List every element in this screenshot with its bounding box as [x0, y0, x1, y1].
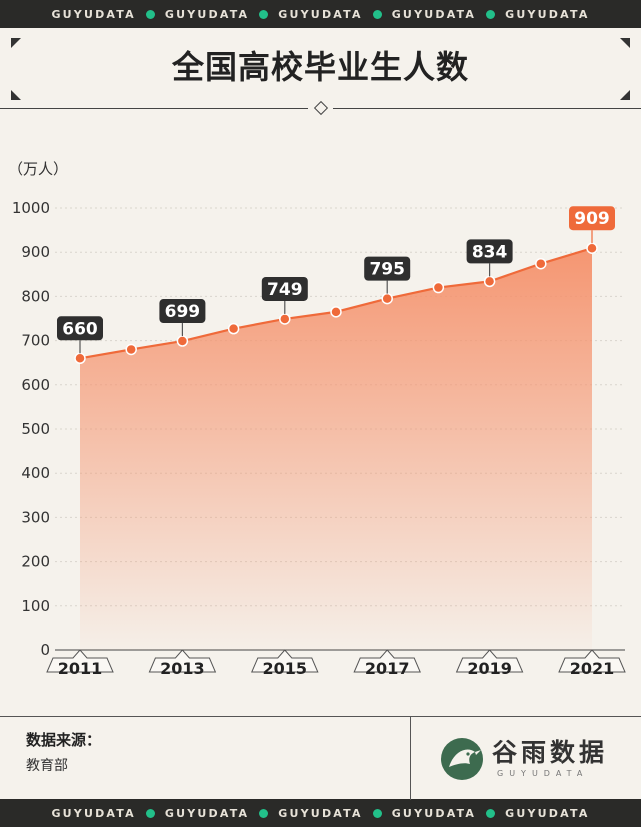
x-tick-tab	[353, 649, 421, 673]
brand-text: GUYUDATA	[391, 806, 477, 820]
dot-icon	[372, 808, 382, 818]
y-tick-label: 400	[21, 464, 50, 482]
corner-mark	[620, 90, 630, 100]
corner-mark	[620, 38, 630, 48]
data-point	[176, 335, 189, 347]
x-tick-label: 2021	[570, 659, 615, 678]
source-value: 教育部	[26, 758, 68, 774]
brand-strip-bottom: GUYUDATA GUYUDATA GUYUDATA GUYUDATA GUYUDATA	[0, 799, 641, 827]
logo-text: 谷雨数据	[492, 738, 609, 767]
y-axis-label: （万人）	[8, 160, 68, 178]
dot-icon	[486, 808, 496, 818]
x-tick-tab	[558, 649, 626, 673]
brand-text: GUYUDATA	[278, 7, 363, 21]
x-tick-tab	[455, 649, 524, 673]
data-label: 834	[472, 242, 508, 262]
y-tick-label: 500	[21, 420, 50, 438]
data-label-box	[57, 316, 103, 341]
data-label-box	[569, 206, 615, 231]
data-label-box	[159, 299, 206, 324]
dot-icon	[259, 808, 269, 818]
brand-text: GUYUDATA	[164, 806, 250, 820]
brand-text: GUYUDATA	[164, 7, 250, 21]
x-tick-label: 2013	[160, 659, 205, 678]
brand-text: GUYUDATA	[278, 806, 363, 820]
x-tick-label: 2019	[467, 659, 512, 678]
data-label: 699	[165, 302, 201, 322]
x-tick-tab	[251, 649, 319, 673]
dot-icon	[145, 9, 155, 19]
brand-text: GUYUDATA	[51, 806, 136, 820]
y-tick-label: 100	[21, 597, 50, 615]
source-label: 数据来源：	[26, 731, 102, 749]
chart-card: 全国高校毕业生人数 （万人） 0 100 200 300 400 500 600 700 800…	[0, 28, 641, 800]
x-tick-tab	[46, 649, 114, 673]
data-point	[330, 306, 342, 318]
page-title: 全国高校毕业生人数	[171, 48, 469, 86]
y-tick-label: 0	[40, 641, 50, 659]
corner-mark	[11, 90, 21, 100]
data-point	[535, 257, 547, 270]
footer-divider	[410, 717, 411, 800]
data-point	[586, 242, 598, 254]
data-label: 749	[267, 280, 303, 300]
data-label: 909	[574, 209, 610, 229]
y-tick-label: 900	[21, 243, 50, 261]
corner-mark	[11, 38, 21, 48]
brand-text: GUYUDATA	[505, 806, 590, 820]
bird-icon	[441, 738, 483, 780]
data-point	[125, 343, 137, 356]
area-chart: （万人） 0 100 200 300 400 500 600 700 800 900 1000 660…	[8, 160, 626, 678]
data-label-box	[466, 239, 513, 264]
footer: 数据来源： 教育部 谷雨数据 GUYUDATA	[0, 716, 641, 800]
x-tick-label: 2015	[263, 659, 308, 678]
dot-icon	[486, 9, 496, 19]
data-point	[74, 352, 86, 365]
dot-icon	[372, 9, 382, 19]
title-divider	[0, 108, 308, 109]
dot-icon	[145, 808, 155, 818]
brand-text: GUYUDATA	[505, 7, 590, 21]
data-point	[381, 292, 393, 305]
x-tick-label: 2011	[58, 659, 103, 678]
data-label: 795	[369, 260, 405, 280]
data-label: 660	[62, 319, 98, 339]
brand-text: GUYUDATA	[51, 7, 136, 21]
y-tick-label: 600	[21, 376, 50, 394]
logo-subtext: GUYUDATA	[497, 769, 589, 778]
y-tick-label: 800	[21, 287, 50, 305]
x-tick-tab	[148, 649, 217, 673]
y-tick-label: 200	[21, 553, 50, 571]
y-tick-label: 1000	[12, 199, 50, 217]
data-point	[279, 313, 291, 325]
brand-text: GUYUDATA	[391, 7, 477, 21]
dot-icon	[259, 9, 269, 19]
data-point	[483, 275, 496, 288]
x-tick-label: 2017	[365, 659, 410, 678]
y-tick-label: 300	[21, 508, 50, 526]
title-divider	[333, 108, 641, 109]
area-fill	[80, 248, 592, 651]
data-point	[227, 322, 240, 335]
data-label-box	[364, 256, 411, 281]
y-tick-label: 700	[21, 332, 50, 350]
data-label-box	[261, 276, 308, 301]
brand-strip-top: GUYUDATA GUYUDATA GUYUDATA GUYUDATA GUYUDATA	[0, 0, 641, 28]
data-point	[432, 281, 445, 294]
